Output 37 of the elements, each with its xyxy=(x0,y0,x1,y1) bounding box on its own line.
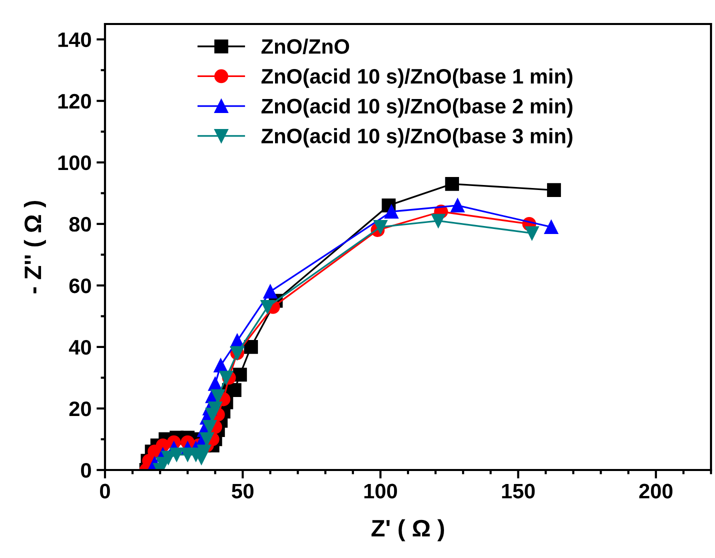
point xyxy=(210,389,225,404)
x-tick-label: 150 xyxy=(502,484,535,498)
point xyxy=(384,204,398,219)
point xyxy=(544,220,558,234)
y-tick-label: 100 xyxy=(58,155,91,170)
y-tick-label: 120 xyxy=(58,94,91,109)
y-tick-label: 60 xyxy=(69,278,91,294)
y-tick-label: 140 xyxy=(58,32,91,48)
point xyxy=(260,300,274,314)
point xyxy=(450,198,465,212)
y-tick-label: 20 xyxy=(69,401,91,416)
point xyxy=(244,340,258,354)
point xyxy=(233,368,247,382)
point xyxy=(263,284,278,299)
point xyxy=(431,214,446,228)
x-tick-label: 200 xyxy=(639,484,672,498)
point xyxy=(374,220,388,234)
point xyxy=(202,420,217,434)
x-axis-title: Z' ( Ω ) xyxy=(372,519,444,542)
x-tick-label: 100 xyxy=(364,484,397,498)
legend-label: ZnO(acid 10 s)/ZnO(base 1 min) xyxy=(261,68,572,88)
x-tick-label: 50 xyxy=(232,484,254,498)
legend-label: ZnO(acid 10 s)/ZnO(base 3 min) xyxy=(261,128,572,148)
point xyxy=(219,370,234,385)
x-tick-label: 0 xyxy=(100,484,110,498)
point xyxy=(445,177,460,191)
point xyxy=(214,358,228,372)
y-tick-label: 80 xyxy=(69,216,91,232)
legend-label: ZnO(acid 10 s)/ZnO(base 2 min) xyxy=(261,98,572,118)
y-tick-label: 0 xyxy=(81,463,91,478)
legend-label: ZnO/ZnO xyxy=(261,38,350,54)
y-axis-title: - Z'' ( Ω ) xyxy=(24,200,46,294)
y-tick-label: 40 xyxy=(68,340,91,355)
point xyxy=(525,226,539,240)
point xyxy=(200,432,214,446)
point xyxy=(547,183,561,198)
point xyxy=(170,448,184,462)
